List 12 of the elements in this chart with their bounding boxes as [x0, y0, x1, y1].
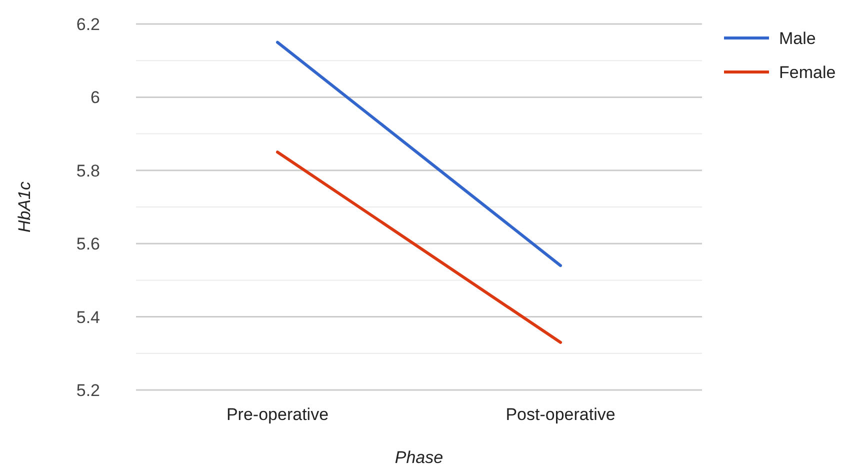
y-axis-title: HbA1c [15, 180, 34, 233]
y-tick-label: 5.8 [76, 161, 100, 180]
legend-label: Male [779, 28, 816, 48]
x-tick-label: Pre-operative [226, 405, 329, 424]
x-axis-title: Phase [394, 448, 444, 467]
legend-label: Female [779, 62, 836, 82]
y-tick-label: 5.6 [76, 234, 100, 254]
y-tick-label: 6.2 [76, 14, 100, 34]
y-tick-label: 6 [90, 88, 100, 108]
x-tick-label: Post-operative [506, 405, 616, 424]
y-tick-label: 5.2 [76, 380, 100, 400]
y-tick-label: 5.4 [76, 308, 100, 327]
